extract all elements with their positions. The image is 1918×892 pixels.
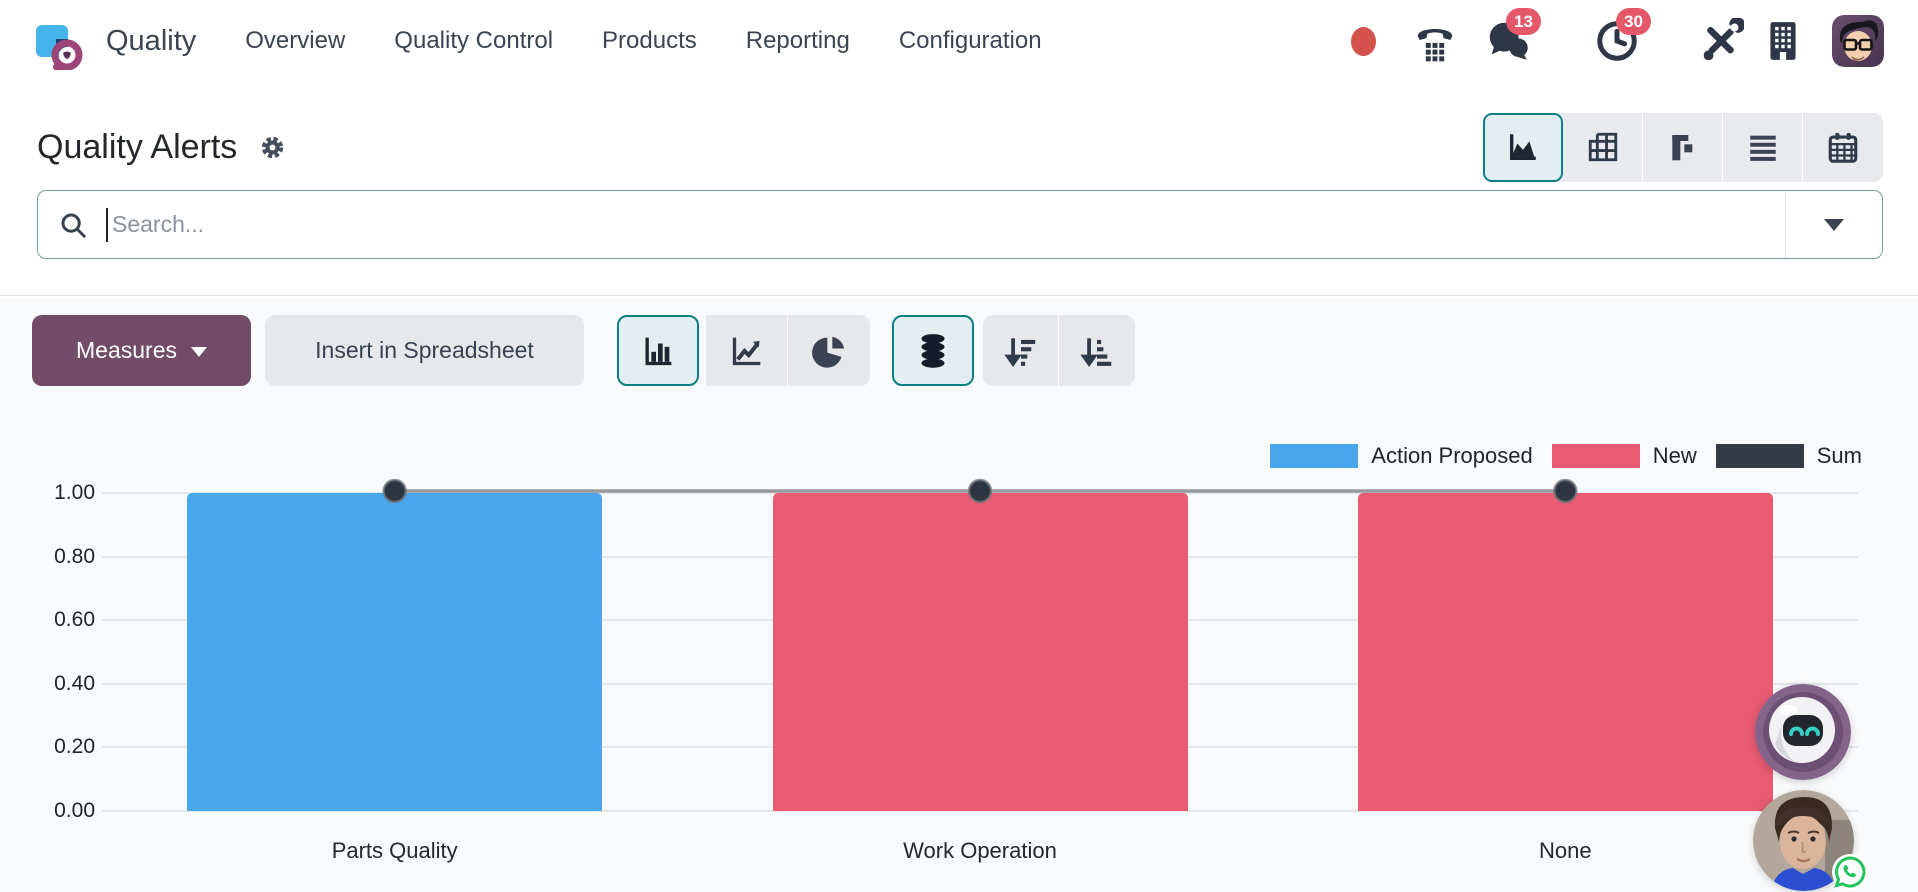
stacked-toggle-button[interactable] (892, 315, 974, 386)
y-axis-tick-label: 0.40 (54, 671, 95, 695)
kanban-view-button[interactable] (1643, 112, 1723, 182)
app-name[interactable]: Quality (106, 24, 197, 57)
phone-icon[interactable] (1412, 18, 1458, 64)
measures-button[interactable]: Measures (32, 315, 251, 386)
y-axis-tick-label: 1.00 (54, 481, 95, 504)
gear-icon[interactable] (259, 134, 286, 161)
recording-status-dot (1351, 26, 1376, 56)
caret-down-icon (190, 347, 207, 357)
x-axis-category-label: Parts Quality (331, 838, 458, 863)
legend-label: Sum (1816, 443, 1862, 468)
line-chart-type-button[interactable] (706, 315, 788, 386)
sort-group (983, 315, 1135, 386)
graph-view-button[interactable] (1483, 112, 1563, 182)
y-axis-tick-label: 0.20 (54, 735, 95, 759)
bar-chart: 0.00 0.20 0.40 0.60 0.80 1.00 Parts Quality Wor… (0, 430, 1918, 892)
tools-icon[interactable] (1698, 18, 1744, 64)
legend-item-sum[interactable]: Sum (1715, 443, 1862, 469)
y-axis-tick-label: 0.00 (54, 799, 95, 822)
measures-label: Measures (76, 337, 177, 363)
sort-ascending-icon (1080, 337, 1112, 367)
control-panel: Quality Alerts (0, 82, 1918, 296)
legend-item-action-proposed[interactable]: Action Proposed (1270, 443, 1533, 469)
bar-none[interactable] (1357, 493, 1773, 811)
menu-item-quality-control[interactable]: Quality Control (394, 27, 554, 54)
menu-item-products[interactable]: Products (602, 27, 697, 54)
menu-item-reporting[interactable]: Reporting (745, 27, 850, 54)
text-cursor (106, 207, 108, 242)
sort-descending-icon (1003, 337, 1035, 367)
menu-item-configuration[interactable]: Configuration (898, 27, 1042, 54)
quality-app-logo (36, 25, 83, 70)
x-axis-category-label: None (1539, 838, 1592, 863)
chart-legend: Action Proposed New Sum (1270, 443, 1862, 469)
pie-chart-type-button[interactable] (788, 315, 870, 386)
gridline (102, 810, 1858, 812)
search-input[interactable] (108, 211, 1785, 238)
stacked-database-icon (921, 333, 945, 368)
calendar-view-icon (1828, 132, 1858, 163)
page-title: Quality Alerts (37, 127, 238, 166)
legend-label: New (1652, 443, 1697, 468)
legend-swatch (1270, 444, 1359, 468)
pivot-view-button[interactable] (1563, 112, 1643, 182)
list-view-icon (1749, 135, 1776, 161)
chatbot-avatar[interactable] (1755, 684, 1851, 780)
bar-work-operation[interactable] (772, 493, 1188, 811)
view-switcher (1483, 112, 1883, 182)
top-navbar: Quality Overview Quality Control Product… (0, 0, 1918, 82)
legend-label: Action Proposed (1371, 443, 1533, 468)
calendar-view-button[interactable] (1803, 113, 1883, 182)
bar-chart-type-button[interactable] (617, 315, 699, 386)
y-axis-tick-label: 0.60 (54, 608, 95, 632)
bar-chart-icon (645, 337, 672, 365)
y-axis-tick-label: 0.80 (54, 544, 95, 568)
main-menu: Overview Quality Control Products Report… (245, 27, 1041, 55)
legend-swatch (1551, 444, 1640, 468)
activities-badge: 30 (1616, 8, 1651, 35)
pivot-view-icon (1588, 132, 1617, 162)
sort-descending-button[interactable] (983, 315, 1059, 386)
graph-toolbar: Measures Insert in Spreadsheet (32, 315, 1135, 386)
list-view-button[interactable] (1723, 112, 1803, 182)
x-axis-category-label: Work Operation (903, 838, 1057, 863)
search-icon (38, 210, 106, 240)
insert-in-spreadsheet-button[interactable]: Insert in Spreadsheet (265, 315, 584, 386)
app-brand[interactable]: Quality (30, 12, 196, 70)
sum-line-overlay (382, 478, 1578, 504)
bar-parts-quality[interactable] (187, 493, 603, 811)
navbar-systray: 13 30 (1351, 0, 1884, 82)
activities-clock-icon[interactable]: 30 (1594, 8, 1651, 64)
main-content: Measures Insert in Spreadsheet (0, 297, 1918, 892)
sum-data-point[interactable] (1553, 478, 1578, 504)
search-bar (37, 190, 1883, 259)
pie-chart-icon (812, 336, 844, 368)
chevron-down-icon (1824, 218, 1844, 231)
line-chart-icon (732, 337, 760, 365)
company-building-icon[interactable] (1764, 19, 1802, 63)
search-dropdown-toggle[interactable] (1785, 191, 1882, 258)
legend-swatch (1715, 444, 1804, 468)
legend-item-new[interactable]: New (1551, 443, 1697, 469)
sort-ascending-button[interactable] (1059, 315, 1135, 386)
messages-icon[interactable]: 13 (1484, 8, 1541, 64)
sum-data-point[interactable] (382, 478, 407, 504)
kanban-view-icon (1671, 135, 1692, 161)
graph-view-icon (1509, 134, 1536, 161)
whatsapp-icon[interactable] (1831, 853, 1869, 891)
user-avatar[interactable] (1832, 15, 1884, 67)
messages-badge: 13 (1506, 8, 1541, 35)
chart-type-group (706, 315, 870, 386)
sum-data-point[interactable] (967, 478, 993, 504)
insert-label: Insert in Spreadsheet (315, 337, 534, 363)
menu-item-overview[interactable]: Overview (245, 27, 346, 54)
